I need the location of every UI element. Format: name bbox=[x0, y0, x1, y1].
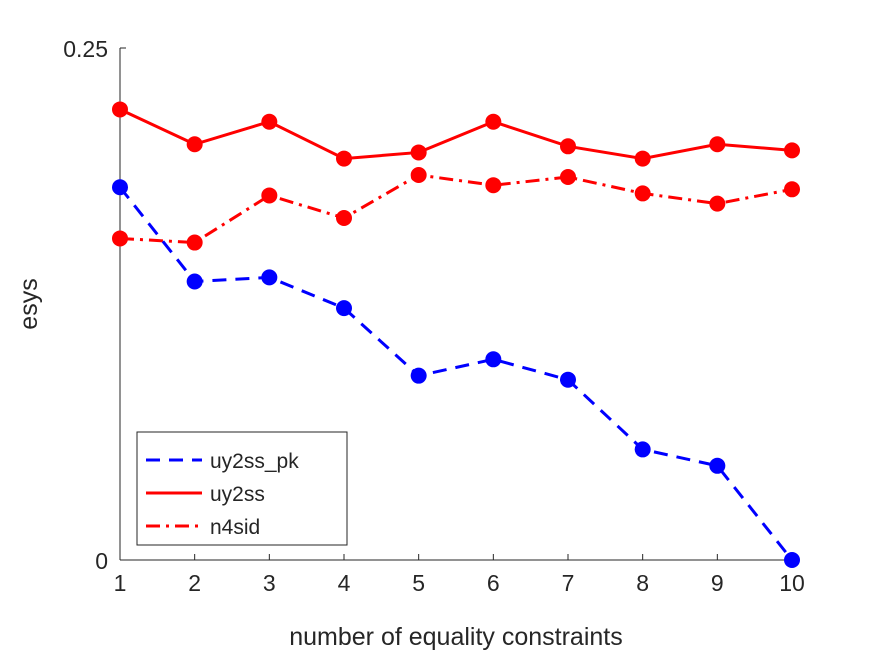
legend: uy2ss_pk uy2ss n4sid bbox=[136, 431, 348, 546]
data-point bbox=[560, 169, 576, 186]
data-point bbox=[112, 230, 128, 247]
series-group bbox=[112, 101, 800, 568]
data-point bbox=[261, 113, 278, 130]
data-point bbox=[634, 185, 651, 202]
data-point bbox=[112, 101, 128, 118]
legend-label: uy2ss_pk bbox=[210, 450, 299, 473]
x-tick-label: 9 bbox=[711, 570, 724, 596]
y-axis-label: esys bbox=[15, 278, 43, 329]
data-point bbox=[634, 441, 651, 458]
x-tick-label: 6 bbox=[487, 570, 500, 596]
x-tick-label: 4 bbox=[338, 570, 351, 596]
data-point bbox=[784, 181, 800, 198]
x-axis-label: number of equality constraints bbox=[289, 623, 623, 651]
legend-box bbox=[136, 431, 348, 546]
data-point bbox=[186, 136, 203, 153]
x-tick-label: 10 bbox=[779, 570, 805, 596]
data-point bbox=[112, 179, 128, 196]
x-tick-label: 3 bbox=[263, 570, 276, 596]
x-tick-label: 5 bbox=[412, 570, 425, 596]
axes: 1 2 3 4 5 6 7 8 9 10 0 0.25 bbox=[63, 36, 805, 596]
data-point bbox=[336, 300, 352, 317]
data-point bbox=[485, 113, 502, 130]
x-tick-label: 7 bbox=[562, 570, 575, 596]
legend-label: uy2ss bbox=[210, 483, 265, 506]
data-point bbox=[709, 457, 726, 474]
data-point bbox=[410, 367, 427, 384]
data-point bbox=[410, 166, 427, 183]
series-uy2ss_pk bbox=[112, 179, 800, 568]
data-point bbox=[634, 150, 651, 167]
legend-label: n4sid bbox=[210, 516, 260, 539]
data-point bbox=[784, 142, 800, 159]
series-line bbox=[119, 173, 793, 245]
data-point bbox=[261, 187, 278, 204]
x-tick-label: 1 bbox=[114, 570, 127, 596]
data-point bbox=[560, 371, 576, 388]
series-n4sid bbox=[112, 166, 800, 251]
y-tick-label: 0.25 bbox=[63, 36, 108, 62]
series-line bbox=[119, 108, 793, 161]
data-point bbox=[186, 234, 203, 251]
x-tick-label: 2 bbox=[188, 570, 201, 596]
data-point bbox=[709, 136, 726, 153]
x-tick-label: 8 bbox=[636, 570, 649, 596]
y-tick-label: 0 bbox=[95, 548, 108, 574]
data-point bbox=[784, 552, 800, 568]
data-point bbox=[485, 351, 502, 368]
data-point bbox=[261, 269, 278, 286]
data-point bbox=[709, 195, 726, 212]
data-point bbox=[410, 144, 427, 161]
data-point bbox=[560, 138, 576, 155]
data-point bbox=[336, 209, 352, 226]
data-point bbox=[336, 150, 352, 167]
series-line bbox=[118, 186, 794, 561]
data-point bbox=[186, 273, 203, 290]
data-point bbox=[485, 177, 502, 194]
series-uy2ss bbox=[112, 101, 800, 167]
